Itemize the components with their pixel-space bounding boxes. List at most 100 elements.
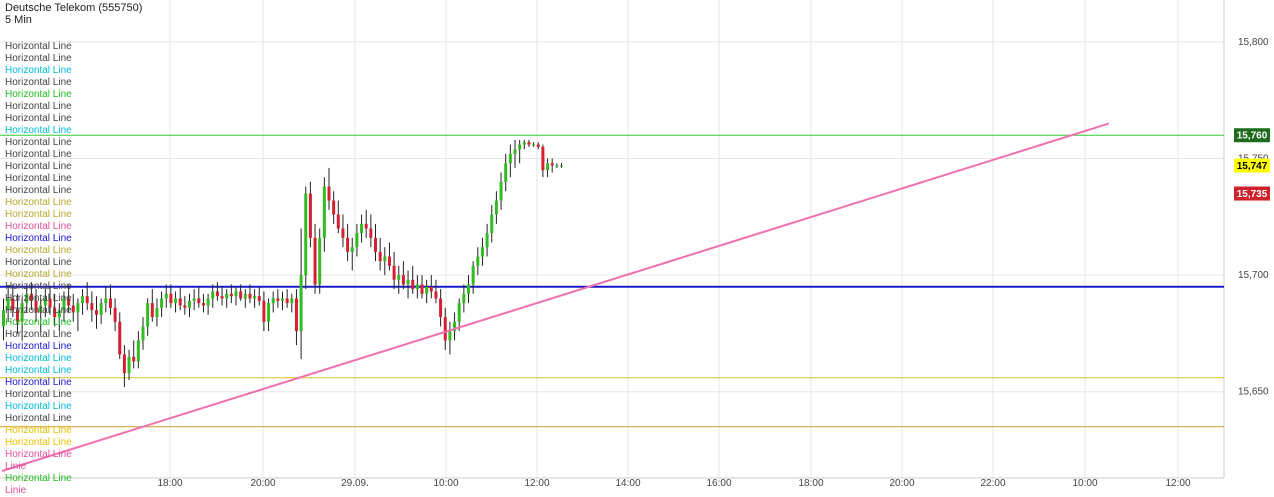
candle-body	[267, 303, 271, 322]
candle-body	[415, 284, 419, 290]
legend-item[interactable]: Horizontal Line	[5, 245, 72, 256]
legend-item[interactable]: Horizontal Line	[5, 53, 72, 64]
candle-body	[350, 247, 354, 252]
candle-body	[62, 298, 66, 311]
price-badge: 15,735	[1234, 186, 1270, 201]
legend-item[interactable]: Horizontal Line	[5, 401, 72, 412]
legend-item[interactable]: Horizontal Line	[5, 413, 72, 424]
y-tick-label: 15,800	[1238, 37, 1269, 48]
candle-body	[518, 144, 522, 150]
x-tick-label: 10:00	[1072, 478, 1097, 489]
legend-item[interactable]: Horizontal Line	[5, 341, 72, 352]
candle-body	[215, 291, 219, 297]
trend-line	[1, 122, 1109, 472]
legend-item[interactable]: Horizontal Line	[5, 353, 72, 364]
legend-item[interactable]: Horizontal Line	[5, 329, 72, 340]
candle-body	[439, 298, 443, 318]
candle-body	[53, 307, 57, 318]
legend-item[interactable]: Horizontal Line	[5, 305, 72, 316]
legend-item[interactable]: Linie	[5, 485, 27, 496]
candle-body	[346, 237, 350, 252]
legend-item[interactable]: Horizontal Line	[5, 41, 72, 52]
horizontal-lines[interactable]	[0, 134, 1224, 428]
legend-item[interactable]: Horizontal Line	[5, 377, 72, 388]
legend-item[interactable]: Horizontal Line	[5, 425, 72, 436]
candle-body	[550, 163, 554, 166]
candle-body	[155, 307, 159, 318]
legend-item[interactable]: Horizontal Line	[5, 365, 72, 376]
candle-body	[494, 200, 498, 215]
candle-body	[336, 214, 340, 229]
legend-item[interactable]: Horizontal Line	[5, 185, 72, 196]
candle-body	[11, 298, 15, 311]
chart-title-block: Deutsche Telekom (555750) 5 Min	[5, 2, 142, 26]
legend-item[interactable]: Horizontal Line	[5, 161, 72, 172]
legend-item[interactable]: Horizontal Line	[5, 281, 72, 292]
legend-item[interactable]: Horizontal Line	[5, 125, 72, 136]
candle-body	[504, 163, 508, 182]
candle-body	[25, 293, 29, 304]
candle-body	[308, 193, 312, 238]
candle-body	[253, 296, 257, 299]
candle-body	[411, 279, 415, 290]
trend-lines[interactable]	[1, 122, 1109, 472]
legend-item[interactable]: Horizontal Line	[5, 149, 72, 160]
candle-body	[122, 354, 126, 374]
legend-item[interactable]: Horizontal Line	[5, 65, 72, 76]
legend-item[interactable]: Horizontal Line	[5, 317, 72, 328]
candle-body	[406, 279, 410, 285]
legend-item[interactable]: Horizontal Line	[5, 173, 72, 184]
legend-item[interactable]: Horizontal Line	[5, 449, 72, 460]
legend-item[interactable]: Horizontal Line	[5, 101, 72, 112]
candle-body	[248, 293, 252, 299]
candle-body	[2, 310, 5, 327]
candle-body	[420, 284, 424, 294]
legend-item[interactable]: Horizontal Line	[5, 293, 72, 304]
legend-item[interactable]: Horizontal Line	[5, 137, 72, 148]
candle-body	[39, 305, 43, 313]
legend-item[interactable]: Horizontal Line	[5, 389, 72, 400]
candle-body	[174, 298, 178, 304]
price-badges: 15,760 15,747 15,735	[1234, 128, 1270, 201]
legend-item[interactable]: Horizontal Line	[5, 113, 72, 124]
candle-body	[541, 146, 545, 171]
legend-item[interactable]: Horizontal Line	[5, 233, 72, 244]
x-tick-label: 29.09.	[341, 478, 369, 489]
candle-body	[192, 298, 196, 301]
candle-body	[132, 356, 136, 362]
legend-item[interactable]: Horizontal Line	[5, 77, 72, 88]
candle-body	[490, 214, 494, 234]
candle-body	[443, 317, 447, 341]
candle-body	[67, 298, 71, 306]
legend-item[interactable]: Linie	[5, 461, 27, 472]
legend-item[interactable]: Horizontal Line	[5, 89, 72, 100]
candle-body	[471, 265, 475, 285]
legend-item[interactable]: Horizontal Line	[5, 209, 72, 220]
candle-body	[15, 310, 19, 322]
legend-item[interactable]: Horizontal Line	[5, 269, 72, 280]
candle-body	[20, 303, 24, 322]
candle-body	[476, 256, 480, 266]
candle-body	[169, 293, 173, 304]
y-tick-label: 15,650	[1238, 387, 1269, 398]
candle-body	[188, 300, 191, 308]
candle-body	[99, 303, 103, 315]
candle-body	[355, 233, 359, 248]
price-badge: 15,760	[1234, 128, 1270, 143]
legend-item[interactable]: Horizontal Line	[5, 221, 72, 232]
candle-body	[387, 256, 391, 266]
legend-item[interactable]: Horizontal Line	[5, 473, 72, 484]
candle-body	[290, 298, 294, 304]
candle-body	[555, 165, 559, 167]
candle-body	[425, 286, 429, 294]
chart-title: Deutsche Telekom (555750)	[5, 2, 143, 14]
legend-item[interactable]: Horizontal Line	[5, 257, 72, 268]
legend-item[interactable]: Horizontal Line	[5, 197, 72, 208]
candle-body	[392, 265, 396, 280]
legend-item[interactable]: Horizontal Line	[5, 437, 72, 448]
candle-body	[448, 331, 452, 341]
x-axis: 18:00 20:00 29.09. 10:00 12:00 14:00 16:00 18:0…	[157, 478, 1190, 489]
candle-body	[146, 303, 150, 327]
candle-body	[160, 298, 164, 308]
